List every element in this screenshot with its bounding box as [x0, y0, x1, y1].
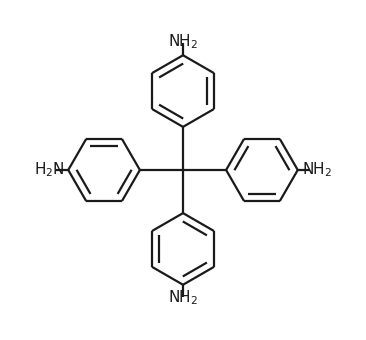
Text: H$_2$N: H$_2$N — [34, 160, 64, 179]
Text: NH$_2$: NH$_2$ — [302, 160, 332, 179]
Text: NH$_2$: NH$_2$ — [168, 33, 198, 51]
Text: NH$_2$: NH$_2$ — [168, 289, 198, 307]
